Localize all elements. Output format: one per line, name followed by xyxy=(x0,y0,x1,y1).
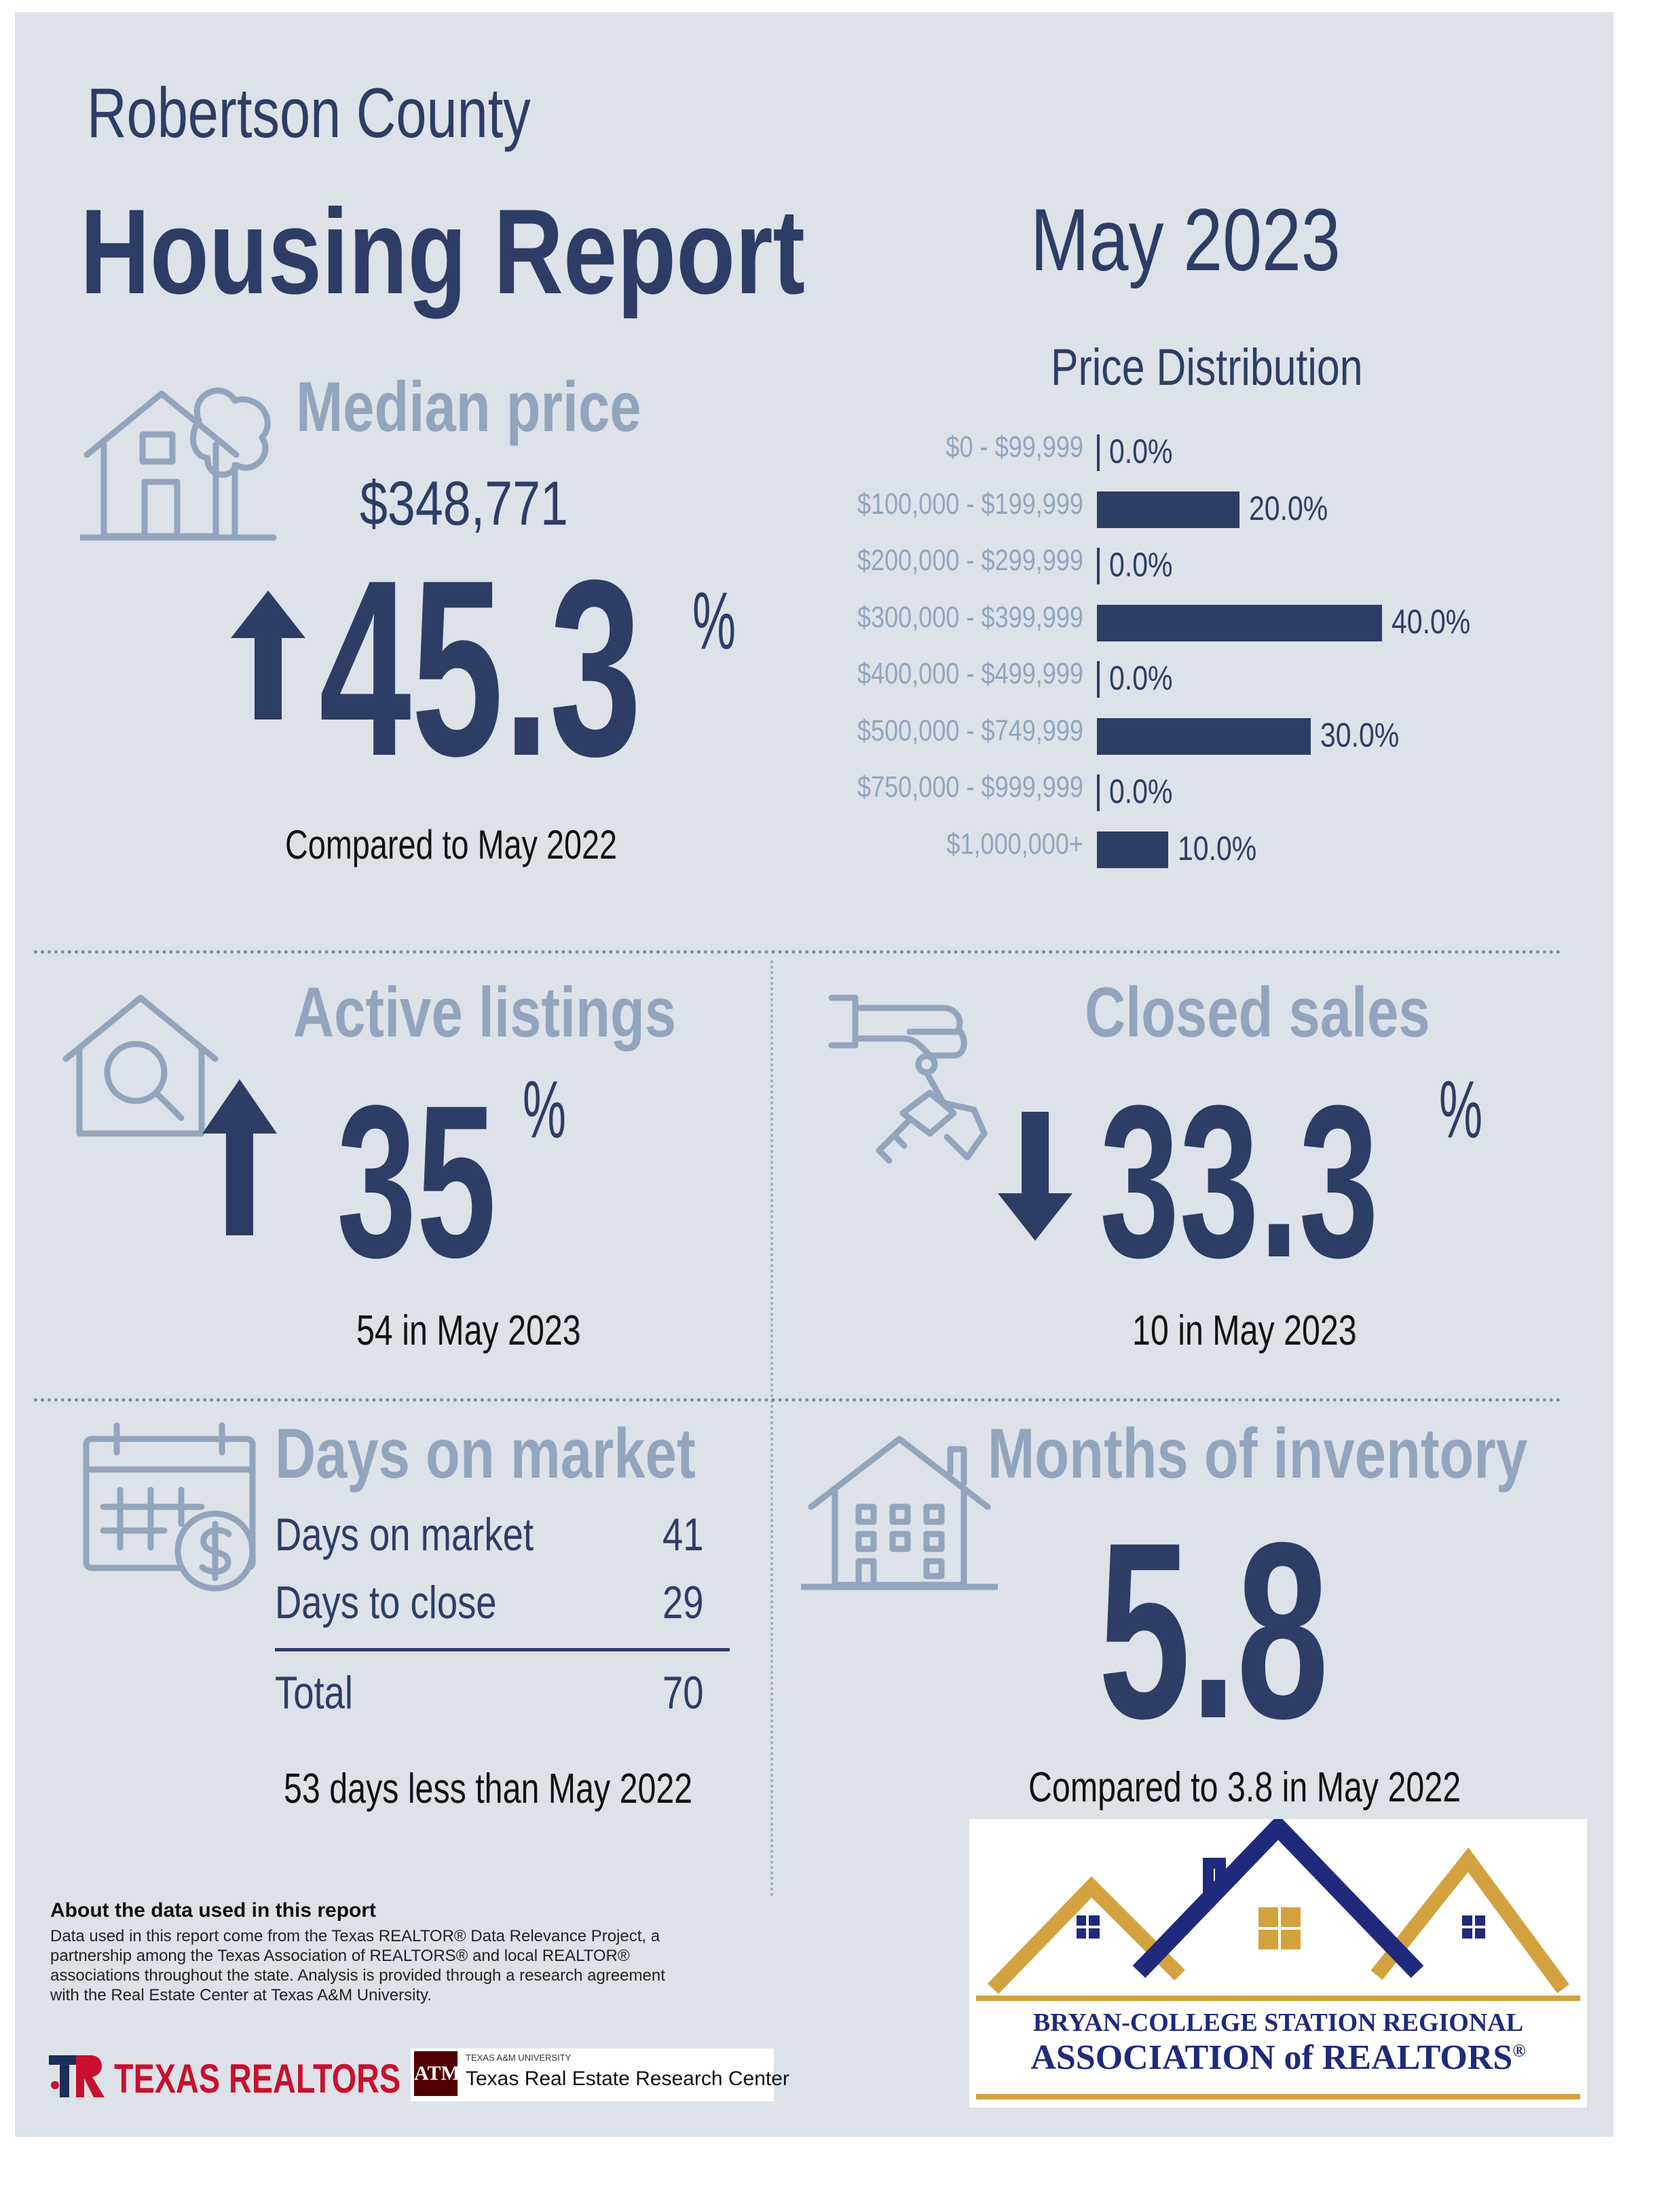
texas-realtors-logo-text: TEXAS REALTORS xyxy=(114,2056,401,2101)
price-range-value: 30.0% xyxy=(1320,715,1400,754)
tamu-logo-name: Texas Real Estate Research Center xyxy=(466,2068,789,2090)
calendar-dollar-icon xyxy=(83,1422,266,1598)
about-text: Data used in this report come from the T… xyxy=(50,1926,665,2005)
price-range-bar xyxy=(1097,548,1100,584)
price-range-bar xyxy=(1097,774,1100,811)
price-range-label: $100,000 - $199,999 xyxy=(857,487,1083,521)
texas-realtors-logo-mark xyxy=(49,2055,106,2097)
price-range-value: 0.0% xyxy=(1109,772,1173,810)
median-price-change: 45.3 xyxy=(319,528,642,808)
house-magnifier-icon xyxy=(62,991,219,1140)
median-price-value: $348,771 xyxy=(360,469,568,538)
divider-middle xyxy=(34,1398,1561,1402)
tamu-logo-box xyxy=(411,2048,774,2101)
assoc-line2: ASSOCIATION of REALTORS xyxy=(1030,2038,1513,2077)
houses-roofline-icon xyxy=(988,1819,1569,1994)
active-listings-detail: 54 in May 2023 xyxy=(356,1307,581,1354)
report-period: May 2023 xyxy=(1030,190,1341,289)
price-range-value: 20.0% xyxy=(1249,489,1328,527)
median-price-label: Median price xyxy=(296,368,641,447)
price-range-label: $400,000 - $499,999 xyxy=(857,657,1083,690)
tamu-logo-small: TEXAS A&M UNIVERSITY xyxy=(466,2053,572,2063)
closed-sales-label: Closed sales xyxy=(1085,973,1430,1052)
price-range-label: $500,000 - $749,999 xyxy=(857,713,1083,747)
price-range-bar xyxy=(1097,831,1168,868)
report-panel xyxy=(15,12,1613,2137)
about-line: Data used in this report come from the T… xyxy=(50,1927,660,1945)
price-range-bar xyxy=(1097,491,1239,528)
price-range-bar xyxy=(1097,717,1311,755)
about-line: associations throughout the state. Analy… xyxy=(50,1966,665,1985)
assoc-bottom-rule xyxy=(976,2094,1580,2099)
months-inventory-value: 5.8 xyxy=(1098,1491,1329,1771)
dtc-row-value: 29 xyxy=(662,1577,704,1628)
months-inventory-label: Months of inventory xyxy=(988,1415,1527,1493)
price-range-value: 10.0% xyxy=(1178,829,1257,867)
closed-sales-unit: % xyxy=(1439,1064,1483,1155)
price-range-value: 0.0% xyxy=(1109,432,1173,470)
price-range-bar xyxy=(1097,434,1100,471)
days-on-market-comparison: 53 days less than May 2022 xyxy=(284,1765,693,1812)
price-range-label: $0 - $99,999 xyxy=(946,430,1083,464)
building-icon xyxy=(801,1432,998,1595)
assoc-line2-wrap: ASSOCIATION of REALTORS® xyxy=(969,2038,1587,2078)
months-inventory-comparison: Compared to 3.8 in May 2022 xyxy=(1028,1764,1461,1811)
total-rule xyxy=(275,1648,730,1651)
arrow-up-icon xyxy=(231,591,305,719)
assoc-registered-mark: ® xyxy=(1512,2040,1526,2061)
hand-with-keys-icon xyxy=(828,991,1005,1181)
page-title: Housing Report xyxy=(80,184,805,319)
closed-sales-change: 33.3 xyxy=(1100,1060,1379,1303)
price-range-label: $750,000 - $999,999 xyxy=(857,770,1083,804)
arrow-up-icon xyxy=(202,1079,277,1235)
tamu-logo-mark: ATM xyxy=(414,2051,460,2096)
price-range-label: $300,000 - $399,999 xyxy=(857,600,1083,634)
price-range-value: 0.0% xyxy=(1109,659,1173,697)
dom-row-value: 41 xyxy=(662,1509,704,1560)
active-listings-change: 35 xyxy=(337,1060,496,1303)
about-line: partnership among the Texas Association … xyxy=(50,1947,630,1965)
price-range-label: $200,000 - $299,999 xyxy=(857,544,1083,577)
about-title: About the data used in this report xyxy=(50,1899,377,1922)
assoc-line1: BRYAN-COLLEGE STATION REGIONAL xyxy=(1032,2008,1524,2037)
total-row-value: 70 xyxy=(662,1667,704,1719)
total-row-label: Total xyxy=(275,1667,353,1719)
price-range-value: 40.0% xyxy=(1392,602,1471,641)
price-range-bar xyxy=(1097,604,1382,641)
days-on-market-label: Days on market xyxy=(275,1415,696,1493)
price-range-value: 0.0% xyxy=(1109,546,1173,584)
arrow-down-icon xyxy=(998,1112,1072,1241)
divider-vertical xyxy=(770,960,773,1897)
association-logo: BRYAN-COLLEGE STATION REGIONAL ASSOCIATI… xyxy=(969,1819,1587,2108)
county-title: Robertson County xyxy=(87,74,531,153)
active-listings-label: Active listings xyxy=(293,973,677,1052)
median-price-unit: % xyxy=(692,576,736,667)
about-line: with the Real Estate Center at Texas A&M… xyxy=(50,1986,432,2004)
price-range-label: $1,000,000+ xyxy=(946,827,1083,861)
closed-sales-detail: 10 in May 2023 xyxy=(1132,1307,1357,1354)
dom-row-label: Days on market xyxy=(275,1509,534,1560)
assoc-top-rule xyxy=(976,1996,1580,2001)
dtc-row-label: Days to close xyxy=(275,1577,497,1628)
price-distribution-title: Price Distribution xyxy=(1051,339,1363,396)
price-range-bar xyxy=(1097,661,1100,698)
active-listings-unit: % xyxy=(523,1064,567,1155)
house-with-tree-icon xyxy=(80,380,277,543)
median-price-comparison: Compared to May 2022 xyxy=(285,822,618,867)
divider-top xyxy=(34,950,1561,954)
